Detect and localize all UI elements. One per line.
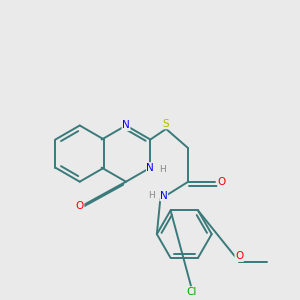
Text: N: N [146,163,154,172]
Text: O: O [76,201,84,211]
Text: H: H [159,165,166,174]
Text: O: O [235,251,243,261]
Text: N: N [160,191,168,201]
Text: Cl: Cl [186,287,196,297]
Text: N: N [122,121,130,130]
Text: H: H [148,191,155,200]
Text: S: S [163,119,169,129]
Text: O: O [218,177,226,187]
